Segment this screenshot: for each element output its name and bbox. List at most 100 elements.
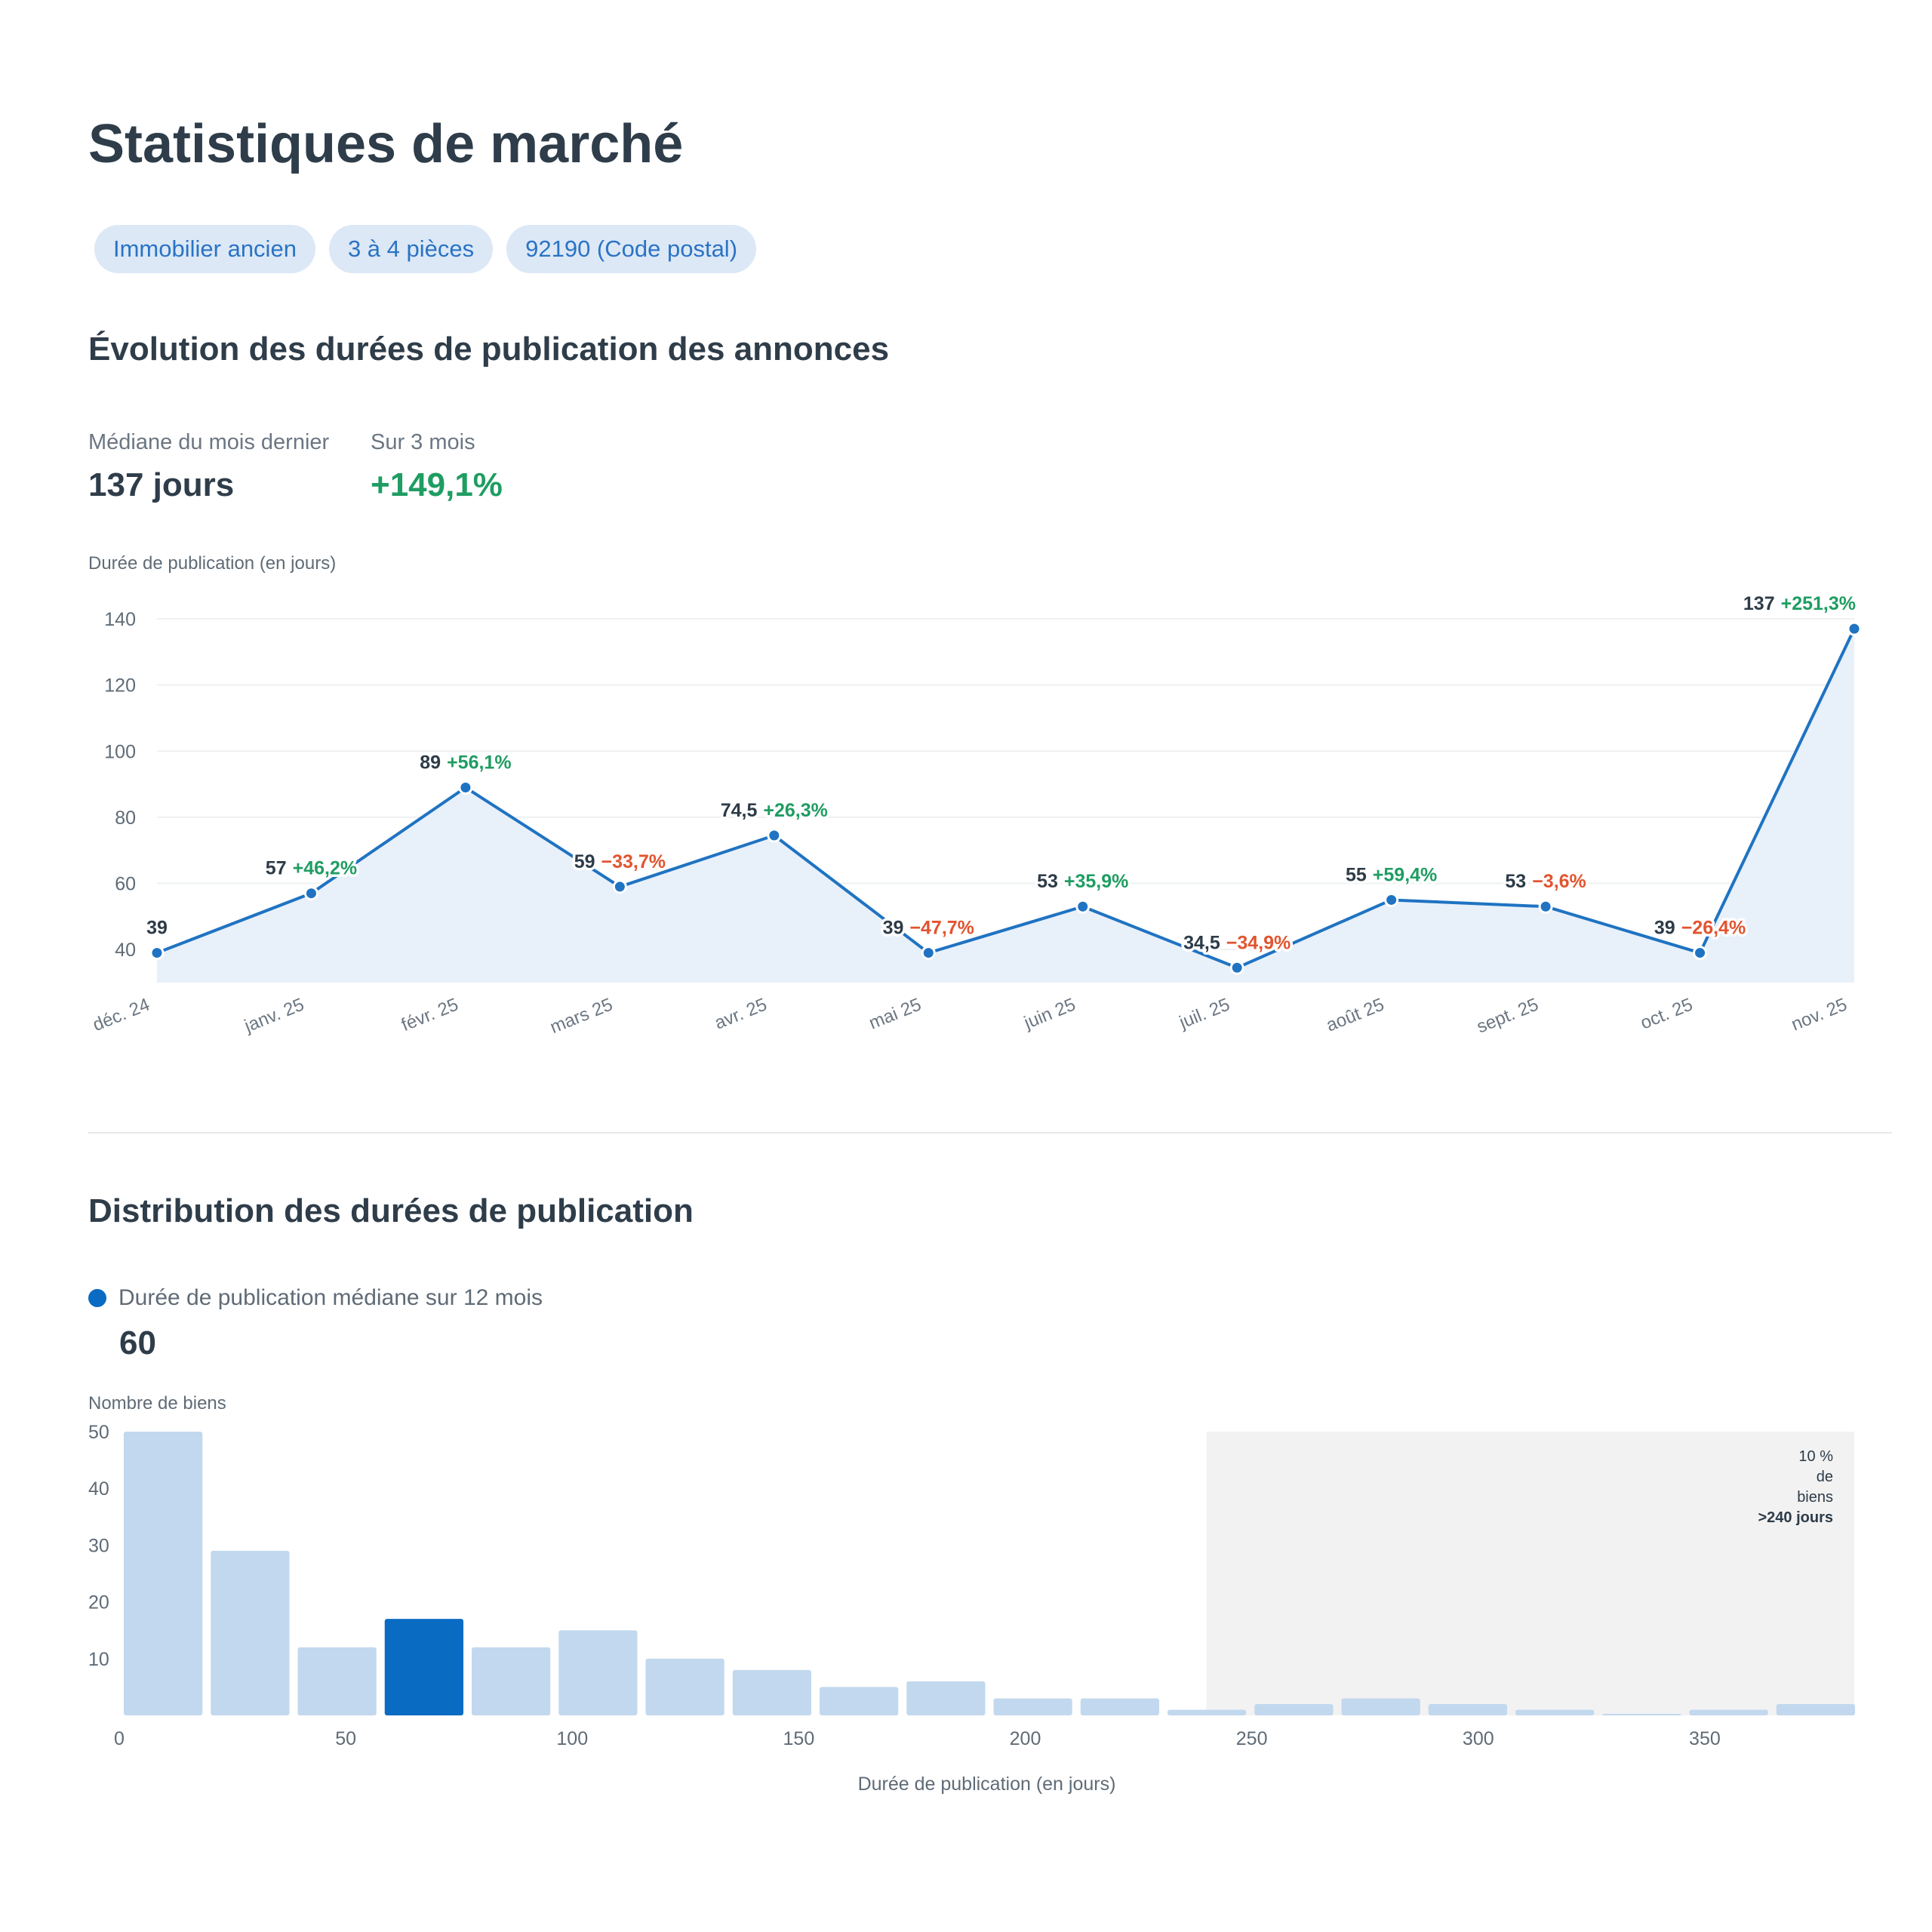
tail-annotation-line-2: de [1816, 1469, 1833, 1485]
histogram-bar[interactable] [906, 1681, 986, 1715]
line-chart-data-label: 74,5 +26,3% [718, 798, 830, 824]
line-chart-point[interactable] [1075, 899, 1091, 914]
line-chart-value-label: 39 [883, 918, 904, 939]
histogram-x-tick: 250 [1236, 1728, 1268, 1749]
histogram-bar[interactable] [1776, 1703, 1856, 1715]
line-chart-data-label: 89 +56,1% [417, 749, 514, 776]
histogram-bar[interactable] [297, 1647, 377, 1715]
line-chart-value-label: 39 [146, 918, 168, 939]
histogram-y-tick: 30 [88, 1535, 109, 1556]
svg-text:74,5+26,3%: 74,5 +26,3% [721, 800, 828, 821]
line-chart-change-label: −3,6% [1532, 871, 1586, 892]
line-chart-change-label: +46,2% [293, 858, 358, 879]
histogram-bar[interactable] [645, 1658, 724, 1715]
tail-annotation-line-4: >240 jours [1758, 1509, 1833, 1526]
histogram-tail-zone [1206, 1432, 1854, 1715]
filter-chip-rooms[interactable]: 3 à 4 pièces [328, 225, 494, 273]
histogram-x-tick: 200 [1010, 1728, 1041, 1749]
histogram-x-tick: 0 [114, 1728, 125, 1749]
histogram-bar-median[interactable] [384, 1619, 464, 1715]
line-chart-point[interactable] [458, 780, 473, 795]
line-chart-point[interactable] [303, 886, 318, 901]
line-chart-data-label: 137 +251,3% [1740, 591, 1858, 617]
line-chart-data-label: 57 +46,2% [263, 855, 359, 881]
median-legend: Durée de publication médiane sur 12 mois [88, 1285, 543, 1311]
line-chart-point[interactable] [1384, 892, 1399, 907]
line-chart-data-label: 53 +35,9% [1035, 869, 1131, 895]
line-chart-point[interactable] [1538, 899, 1553, 914]
line-chart-point[interactable] [1229, 960, 1244, 975]
histogram-y-tick: 20 [88, 1592, 109, 1614]
svg-text:39−47,7%: 39 −47,7% [883, 918, 974, 939]
line-chart-y-tick: 100 [104, 741, 136, 762]
histogram-bar[interactable] [472, 1647, 551, 1715]
line-chart-change-label: +26,3% [763, 800, 828, 821]
kpi-last-month-value: 137 jours [88, 466, 235, 503]
line-chart-value-label: 55 [1346, 864, 1367, 885]
svg-text:39−26,4%: 39 −26,4% [1654, 918, 1746, 939]
line-chart-y-tick: 60 [115, 874, 136, 895]
histogram-y-tick: 10 [88, 1649, 109, 1670]
line-chart-data-label: 34,5 −34,9% [1181, 930, 1294, 956]
line-chart-change-label: +56,1% [447, 752, 512, 773]
histogram-bar[interactable] [1168, 1709, 1247, 1715]
line-chart-data-label: 53 −3,6% [1503, 869, 1589, 895]
histogram-bar[interactable] [211, 1550, 290, 1715]
histogram-bar[interactable] [820, 1687, 899, 1715]
svg-text:89+56,1%: 89 +56,1% [420, 752, 511, 773]
line-chart-y-tick: 140 [104, 609, 136, 630]
line-chart-value-label: 137 [1743, 593, 1775, 614]
line-chart-change-label: −47,7% [909, 918, 974, 939]
line-chart-y-axis-title: Durée de publication (en jours) [88, 553, 337, 574]
filter-chip-postal-code[interactable]: 92190 (Code postal) [506, 225, 757, 273]
tail-annotation-line-1: 10 % [1798, 1448, 1833, 1465]
line-chart-change-label: +35,9% [1064, 871, 1129, 892]
line-chart-point[interactable] [612, 879, 627, 894]
line-chart-point[interactable] [1847, 621, 1862, 636]
section-divider [88, 1132, 1892, 1134]
line-chart-value-label: 57 [266, 858, 287, 879]
svg-text:53+35,9%: 53 +35,9% [1037, 871, 1128, 892]
histogram-bar[interactable] [558, 1630, 638, 1715]
line-chart-point[interactable] [1693, 946, 1708, 961]
line-chart-value-label: 74,5 [721, 800, 758, 821]
histogram-bar[interactable] [1428, 1703, 1508, 1715]
histogram-bar[interactable] [1602, 1714, 1681, 1715]
line-chart-change-label: −33,7% [601, 851, 666, 872]
line-chart-value-label: 53 [1037, 871, 1058, 892]
line-chart-point[interactable] [921, 946, 936, 961]
line-chart-data-label: 59 −33,7% [571, 848, 668, 875]
line-chart-area [157, 629, 1854, 983]
histogram-bar[interactable] [993, 1698, 1072, 1715]
histogram-bar[interactable] [1254, 1703, 1334, 1715]
tail-annotation-line-3: biens [1797, 1489, 1833, 1506]
line-chart-data-label: 39 −26,4% [1651, 915, 1748, 941]
line-chart-y-tick: 120 [104, 675, 136, 697]
histogram-y-axis-title: Nombre de biens [88, 1393, 226, 1414]
histogram-bar[interactable] [1515, 1709, 1595, 1715]
kpi-3-months-value: +149,1% [371, 466, 503, 503]
histogram-x-tick: 50 [335, 1728, 356, 1749]
line-chart-data-label: 39 [144, 915, 171, 941]
line-chart-data-label: 39 −47,7% [880, 915, 977, 941]
histogram-bar[interactable] [1080, 1698, 1160, 1715]
histogram-bar[interactable] [1689, 1709, 1768, 1715]
distribution-section-title: Distribution des durées de publication [88, 1192, 694, 1229]
histogram-y-tick: 40 [88, 1478, 109, 1500]
filter-chip-property-type[interactable]: Immobilier ancien [94, 225, 315, 273]
line-chart-point[interactable] [149, 946, 165, 961]
line-chart-point[interactable] [767, 828, 782, 843]
median-legend-label: Durée de publication médiane sur 12 mois [118, 1285, 543, 1310]
histogram-bar[interactable] [1341, 1698, 1420, 1715]
svg-text:59−33,7%: 59 −33,7% [574, 851, 666, 872]
kpi-3-months-label: Sur 3 mois [371, 430, 475, 454]
histogram-bar[interactable] [732, 1669, 812, 1715]
svg-text:34,5−34,9%: 34,5 −34,9% [1183, 932, 1291, 953]
tail-annotation: 10 % de biens >240 jours [1758, 1447, 1833, 1528]
line-chart-value-label: 34,5 [1183, 932, 1220, 953]
kpi-last-month-label: Médiane du mois dernier [88, 430, 330, 454]
histogram-bar[interactable] [124, 1432, 203, 1715]
line-chart-data-label: 55 +59,4% [1343, 862, 1439, 888]
filter-chips: Immobilier ancien 3 à 4 pièces 92190 (Co… [94, 225, 757, 273]
